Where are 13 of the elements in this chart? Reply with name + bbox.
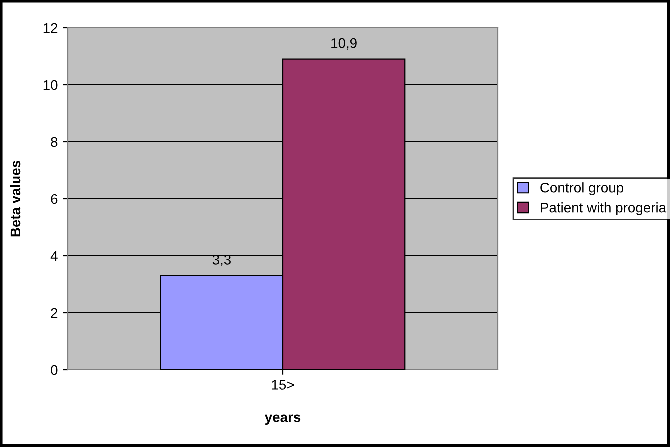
x-axis-title: years [264, 414, 301, 426]
data-label: 10,9 [332, 38, 357, 50]
y-tick-label: 2 [51, 308, 58, 318]
y-tick-label: 0 [51, 365, 58, 376]
x-tick-label: 15> [272, 380, 294, 390]
y-tick-label: 6 [51, 194, 58, 204]
legend-label: Control group [540, 182, 624, 196]
legend-label: Patient with progeria [541, 202, 667, 216]
y-axis-title: Beta values [10, 160, 21, 237]
y-tick-label: 12 [44, 23, 58, 34]
y-tick-label: 10 [44, 80, 58, 90]
y-tick-label: 8 [51, 137, 58, 148]
y-tick-label: 4 [50, 251, 58, 262]
